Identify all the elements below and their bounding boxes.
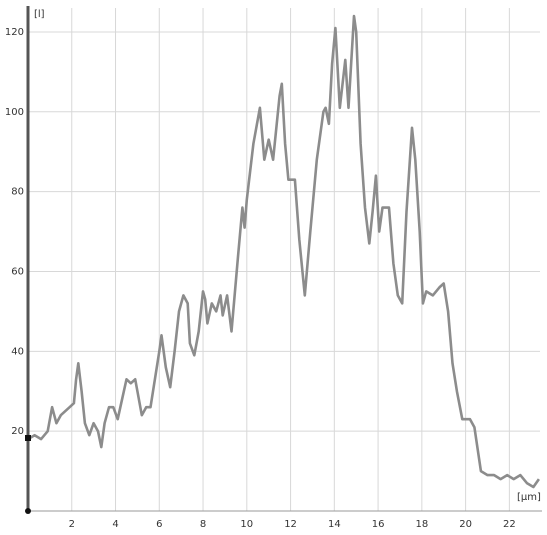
x-tick-label: 10	[240, 519, 253, 530]
profile-line	[27, 14, 540, 489]
x-tick-label: 22	[503, 519, 516, 530]
x-tick-label: 6	[156, 519, 162, 530]
y-axis-label: [l]	[34, 9, 45, 20]
y-tick-label: 120	[5, 27, 24, 38]
x-tick-label: 18	[415, 519, 428, 530]
x-tick-label: 8	[200, 519, 206, 530]
origin-dot	[25, 508, 31, 514]
plot	[27, 14, 540, 489]
y-tick-label: 80	[11, 187, 24, 198]
x-tick-label: 4	[112, 519, 118, 530]
cursor-marker	[25, 435, 31, 441]
grid	[28, 8, 540, 511]
x-label-bg	[515, 490, 545, 504]
y-tick-label: 20	[11, 426, 24, 437]
x-tick-label: 2	[69, 519, 75, 530]
y-tick-label: 60	[11, 266, 24, 277]
y-tick-label: 100	[5, 107, 24, 118]
x-tick-label: 16	[372, 519, 385, 530]
x-tick-label: 20	[459, 519, 472, 530]
x-tick-label: 12	[284, 519, 297, 530]
x-axis-label: [µm]	[517, 492, 541, 503]
y-tick-label: 40	[11, 346, 24, 357]
x-tick-label: 14	[328, 519, 341, 530]
